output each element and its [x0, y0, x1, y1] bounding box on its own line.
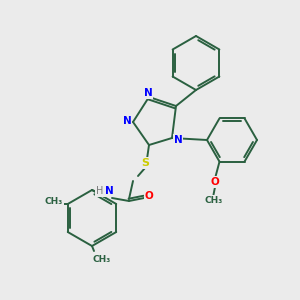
Text: O: O [145, 191, 153, 201]
Text: N: N [174, 135, 182, 145]
Text: N: N [105, 186, 113, 196]
Text: CH₃: CH₃ [93, 254, 111, 263]
Text: S: S [141, 158, 149, 168]
Text: N: N [123, 116, 131, 126]
Text: CH₃: CH₃ [45, 196, 63, 206]
Text: O: O [210, 177, 219, 187]
Text: CH₃: CH₃ [204, 196, 223, 205]
Text: H: H [96, 186, 104, 196]
Text: N: N [144, 88, 152, 98]
